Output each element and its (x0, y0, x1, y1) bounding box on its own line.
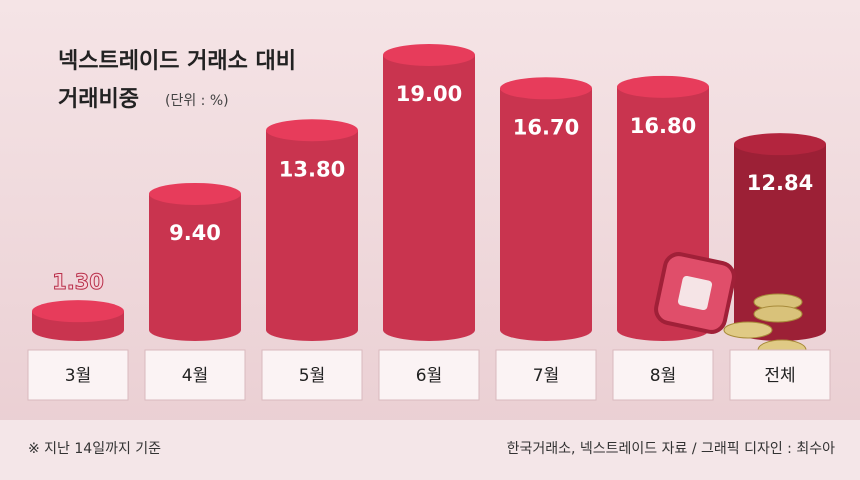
category-box (495, 349, 597, 401)
value-label: 16.80 (630, 114, 696, 138)
category-box (144, 349, 246, 401)
footer-band (0, 420, 860, 480)
value-label: 16.70 (513, 115, 579, 139)
bar (500, 77, 592, 341)
category-box (729, 349, 831, 401)
x-tick-label: 3월 (65, 366, 91, 386)
category-box (27, 349, 129, 401)
footnote: ※ 지난 14일까지 기준 (28, 441, 161, 457)
x-tick-label: 5월 (299, 366, 325, 386)
bar (149, 182, 241, 341)
category-box (378, 349, 480, 401)
coin-icon (654, 252, 807, 361)
x-tick-label: 8월 (650, 366, 676, 386)
x-tick-label: 4월 (182, 366, 208, 386)
bar (32, 300, 124, 341)
unit-label: (단위 : %) (165, 93, 229, 109)
category-box (612, 349, 714, 401)
x-tick-label: 전체 (764, 366, 795, 386)
chart-title: 거래비중 (58, 87, 139, 112)
source: 한국거래소, 넥스트레이드 자료 / 그래픽 디자인 : 최수아 (507, 441, 836, 457)
category-box (261, 349, 363, 401)
value-label: 12.84 (747, 171, 813, 195)
value-label: 19.00 (396, 82, 462, 106)
value-label: 1.30 (52, 270, 104, 294)
x-tick-label: 7월 (533, 366, 559, 386)
bar (734, 133, 826, 341)
bars (32, 44, 826, 341)
bar (266, 119, 358, 341)
value-label: 9.40 (169, 221, 221, 245)
x-tick-label: 6월 (416, 366, 442, 386)
value-label: 13.80 (279, 157, 345, 181)
bar (383, 44, 475, 341)
chart-title: 넥스트레이드 거래소 대비 (58, 49, 296, 74)
